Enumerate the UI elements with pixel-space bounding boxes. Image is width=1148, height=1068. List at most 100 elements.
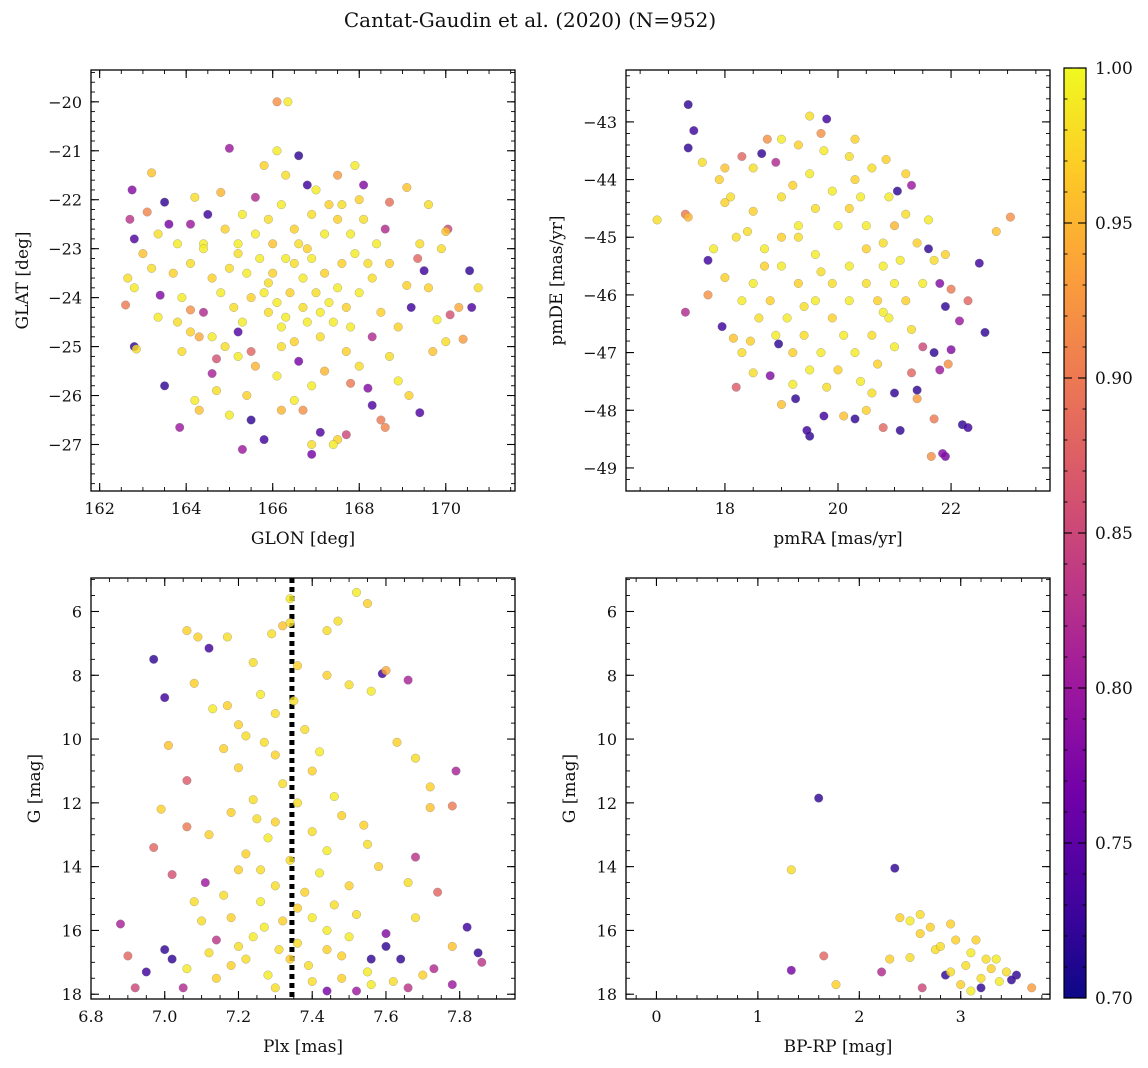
data-point bbox=[226, 913, 236, 923]
data-point bbox=[366, 686, 376, 696]
data-point bbox=[322, 670, 332, 680]
data-point bbox=[867, 163, 877, 173]
data-point bbox=[298, 302, 308, 312]
data-point bbox=[241, 731, 251, 741]
data-point bbox=[415, 239, 425, 249]
data-point bbox=[895, 913, 905, 923]
data-point bbox=[844, 151, 854, 162]
y-tick-label: −24 bbox=[48, 289, 82, 308]
data-point bbox=[125, 214, 135, 224]
y-tick-label: −44 bbox=[583, 171, 617, 190]
data-point bbox=[905, 952, 915, 963]
data-point bbox=[270, 708, 280, 719]
data-point bbox=[115, 919, 126, 929]
data-point bbox=[889, 221, 900, 231]
data-point bbox=[393, 322, 403, 332]
data-point bbox=[211, 354, 222, 364]
data-point bbox=[337, 258, 347, 268]
data-point bbox=[376, 415, 386, 425]
data-point bbox=[160, 197, 170, 207]
data-point bbox=[429, 964, 439, 974]
y-tick-label: −21 bbox=[48, 142, 82, 161]
data-point bbox=[776, 261, 787, 271]
data-point bbox=[346, 378, 356, 388]
data-point bbox=[320, 229, 330, 239]
data-point bbox=[410, 852, 421, 862]
data-point bbox=[762, 134, 772, 144]
data-point bbox=[160, 381, 170, 391]
data-point bbox=[207, 332, 217, 342]
data-point bbox=[175, 422, 185, 432]
data-point bbox=[259, 160, 269, 171]
data-point bbox=[172, 317, 183, 327]
data-point bbox=[182, 964, 192, 974]
data-point bbox=[233, 351, 243, 361]
data-point bbox=[935, 278, 945, 288]
data-point bbox=[737, 348, 747, 358]
data-point bbox=[289, 224, 299, 234]
data-point bbox=[728, 333, 738, 343]
data-point bbox=[376, 307, 386, 317]
data-point bbox=[788, 379, 798, 389]
data-point bbox=[384, 351, 395, 361]
data-point bbox=[167, 870, 177, 880]
data-point bbox=[207, 273, 217, 283]
data-point bbox=[680, 307, 690, 317]
data-point bbox=[714, 175, 724, 185]
data-point bbox=[123, 273, 133, 283]
data-point bbox=[362, 967, 373, 977]
data-point bbox=[1027, 983, 1037, 993]
data-point bbox=[402, 280, 412, 290]
x-tick-label: 168 bbox=[344, 499, 375, 518]
data-point bbox=[233, 249, 243, 259]
y-tick-label: 10 bbox=[597, 730, 617, 749]
data-point bbox=[861, 405, 871, 415]
x-tick-label: 7.0 bbox=[152, 1007, 177, 1026]
data-point bbox=[359, 214, 369, 224]
data-point bbox=[861, 278, 871, 288]
data-point bbox=[307, 766, 317, 776]
data-point bbox=[177, 346, 187, 357]
data-point bbox=[337, 200, 347, 210]
data-point bbox=[220, 224, 230, 234]
data-point bbox=[344, 680, 354, 690]
data-point bbox=[447, 980, 457, 990]
data-point bbox=[149, 842, 159, 853]
data-point bbox=[211, 386, 222, 396]
colorbar-tick-label: 0.90 bbox=[1095, 369, 1133, 389]
data-point bbox=[292, 798, 303, 808]
x-tick-label: 7.6 bbox=[373, 1007, 398, 1026]
data-point bbox=[827, 186, 837, 196]
data-point bbox=[185, 305, 196, 315]
data-point bbox=[793, 140, 803, 150]
y-tick-label: −47 bbox=[583, 344, 617, 363]
x-tick-label: 22 bbox=[941, 499, 961, 518]
data-point bbox=[717, 322, 727, 332]
data-point bbox=[263, 833, 273, 843]
data-point bbox=[726, 192, 736, 202]
data-point bbox=[418, 970, 428, 980]
data-point bbox=[447, 941, 457, 951]
data-point bbox=[204, 830, 214, 840]
data-point bbox=[276, 342, 286, 352]
data-point bbox=[194, 405, 204, 415]
data-point bbox=[272, 97, 282, 107]
data-point bbox=[351, 587, 362, 597]
data-point bbox=[819, 951, 829, 961]
y-tick-label: 14 bbox=[62, 858, 82, 877]
data-point bbox=[350, 249, 360, 259]
data-point bbox=[367, 332, 377, 342]
data-point bbox=[867, 330, 877, 340]
x-tick-label: 0 bbox=[651, 1007, 661, 1026]
data-point bbox=[782, 313, 792, 323]
data-point bbox=[167, 954, 177, 964]
data-point bbox=[320, 268, 330, 278]
data-point bbox=[320, 366, 330, 376]
x-tick-label: 164 bbox=[171, 499, 202, 518]
data-point bbox=[918, 278, 928, 288]
x-tick-label: 7.8 bbox=[447, 1007, 472, 1026]
scatter-points bbox=[121, 97, 483, 459]
figure-title: Cantat-Gaudin et al. (2020) (N=952) bbox=[344, 8, 716, 32]
data-point bbox=[895, 425, 905, 435]
data-point bbox=[994, 976, 1004, 987]
